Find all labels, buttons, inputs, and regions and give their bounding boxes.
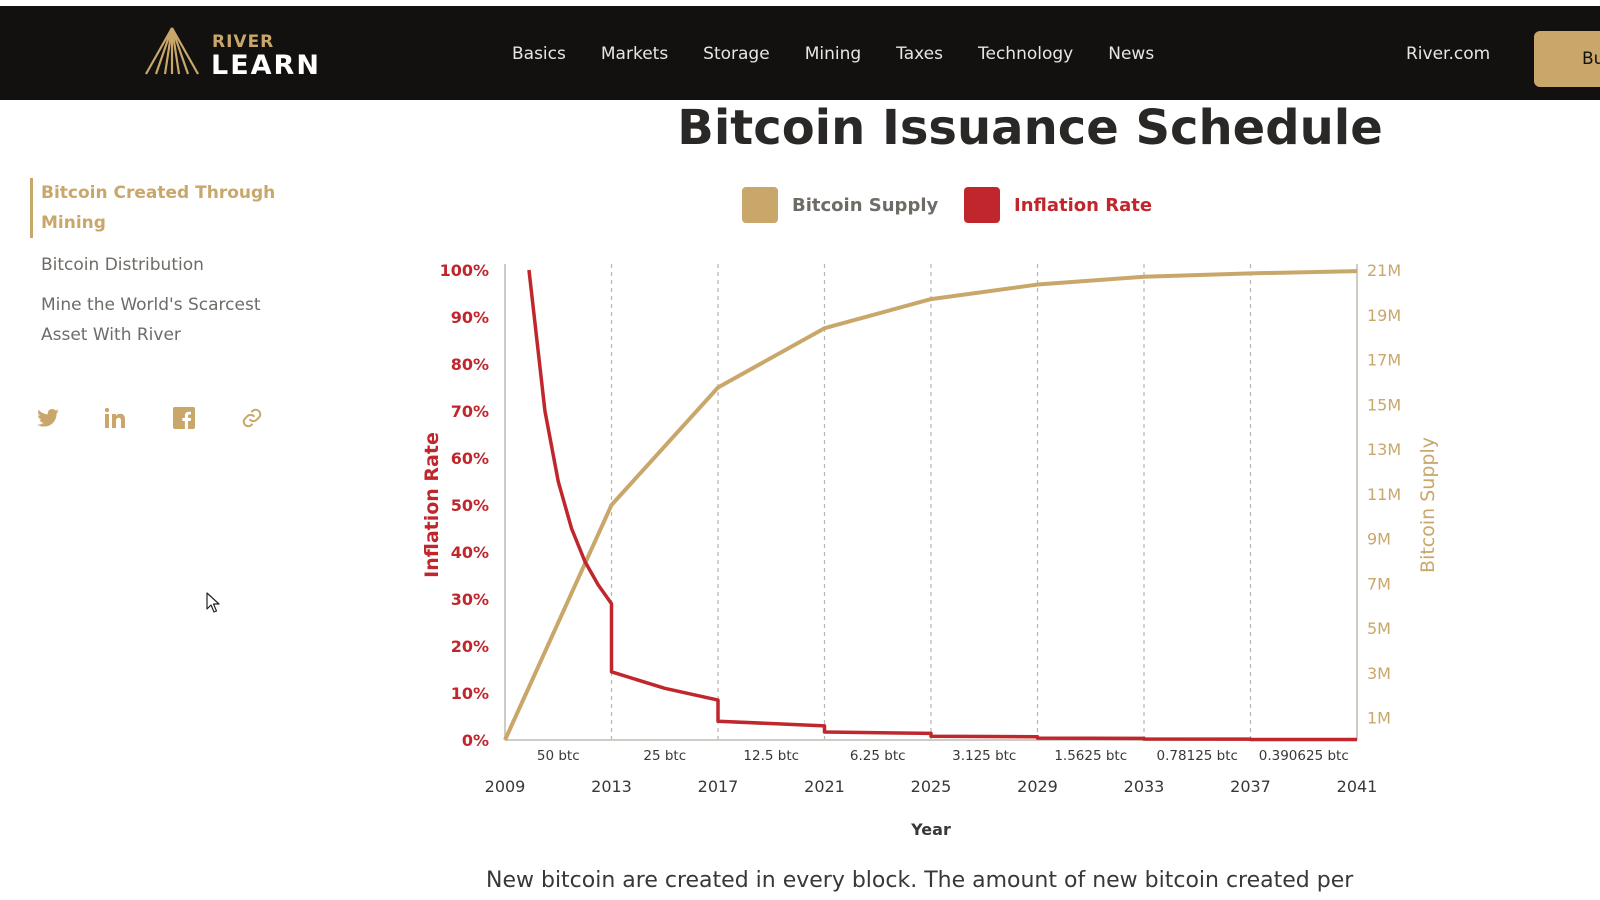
nav-technology[interactable]: Technology (978, 44, 1074, 64)
river-learn-logo[interactable]: RIVER LEARN (144, 26, 334, 82)
y-right-tick-label: 11M (1367, 485, 1401, 504)
chart-title: Bitcoin Issuance Schedule (677, 100, 1383, 156)
top-navbar: RIVER LEARN Basics Markets Storage Minin… (0, 6, 1600, 100)
twitter-icon[interactable] (34, 404, 62, 432)
x-tick-label: 2021 (804, 777, 845, 796)
y-left-axis-title: Inflation Rate (421, 432, 443, 578)
nav-news[interactable]: News (1108, 44, 1155, 64)
reward-label: 1.5625 btc (1054, 748, 1127, 764)
y-right-tick-label: 21M (1367, 261, 1401, 280)
nav-basics[interactable]: Basics (512, 44, 566, 64)
river-com-link[interactable]: River.com (1406, 44, 1491, 64)
x-tick-label: 2025 (911, 777, 952, 796)
reward-label: 3.125 btc (952, 748, 1016, 764)
y-left-tick-label: 50% (451, 496, 489, 515)
article-body-text: New bitcoin are created in every block. … (486, 868, 1354, 893)
y-left-tick-label: 20% (451, 637, 489, 656)
link-icon[interactable] (238, 404, 266, 432)
toc-item-mine[interactable]: Mine the World's Scarcest Asset With Riv… (41, 295, 261, 345)
nav-taxes[interactable]: Taxes (896, 44, 943, 64)
river-logo-icon (145, 27, 199, 75)
legend-item-inflation[interactable]: Inflation Rate (964, 186, 1152, 224)
y-right-tick-label: 7M (1367, 574, 1391, 593)
series-line-bitcoin-supply (503, 269, 1358, 741)
y-right-tick-label: 19M (1367, 306, 1401, 325)
y-right-tick-label: 13M (1367, 440, 1401, 459)
reward-label: 0.390625 btc (1259, 748, 1349, 764)
nav-markets[interactable]: Markets (600, 44, 669, 64)
logo-text-learn: LEARN (211, 50, 321, 81)
nav-mining[interactable]: Mining (804, 44, 862, 64)
toc-item-active[interactable]: Bitcoin Created Through Mining (30, 178, 290, 238)
y-right-tick-label: 15M (1367, 395, 1401, 414)
y-left-tick-label: 80% (451, 355, 489, 374)
buy-button[interactable]: Buy (1534, 31, 1600, 87)
mouse-cursor-icon (206, 592, 220, 613)
y-right-axis-title: Bitcoin Supply (1417, 437, 1439, 573)
reward-label: 6.25 btc (850, 748, 906, 764)
y-right-tick-label: 17M (1367, 351, 1401, 370)
y-left-tick-label: 70% (451, 402, 489, 421)
legend-label-supply: Bitcoin Supply (792, 194, 939, 216)
nav-storage[interactable]: Storage (703, 44, 770, 64)
x-tick-label: 2009 (485, 777, 526, 796)
reward-label: 50 btc (537, 748, 580, 764)
reward-label: 12.5 btc (743, 748, 799, 764)
x-axis-title: Year (910, 820, 951, 839)
legend-label-inflation: Inflation Rate (1014, 194, 1153, 216)
legend-swatch-supply (742, 187, 778, 223)
series-line-inflation-rate (527, 269, 1357, 742)
top-strip (0, 0, 1600, 6)
x-tick-label: 2037 (1230, 777, 1271, 796)
y-left-tick-label: 90% (451, 308, 489, 327)
x-tick-label: 2013 (591, 777, 632, 796)
y-left-tick-label: 10% (451, 684, 489, 703)
x-tick-label: 2033 (1124, 777, 1165, 796)
y-left-tick-label: 40% (451, 543, 489, 562)
article-sidebar: Bitcoin Created Through Mining Bitcoin D… (30, 178, 290, 350)
y-right-tick-label: 5M (1367, 619, 1391, 638)
y-right-tick-label: 3M (1367, 664, 1391, 683)
legend-swatch-inflation (964, 187, 1000, 223)
legend-item-supply[interactable]: Bitcoin Supply (742, 186, 938, 224)
x-tick-label: 2041 (1337, 777, 1378, 796)
x-tick-label: 2017 (698, 777, 739, 796)
reward-label: 0.78125 btc (1157, 748, 1238, 764)
y-left-tick-label: 0% (462, 731, 489, 750)
y-right-tick-label: 9M (1367, 530, 1391, 549)
facebook-icon[interactable] (170, 404, 198, 432)
social-share-bar (37, 404, 278, 432)
y-right-tick-label: 1M (1367, 709, 1391, 728)
main-nav: Basics Markets Storage Mining Taxes Tech… (512, 44, 1189, 64)
linkedin-icon[interactable] (101, 404, 129, 432)
toc-item-distribution[interactable]: Bitcoin Distribution (41, 255, 204, 275)
y-left-tick-label: 30% (451, 590, 489, 609)
y-left-tick-label: 100% (440, 261, 489, 280)
reward-label: 25 btc (643, 748, 686, 764)
logo-text-river: RIVER (212, 32, 275, 52)
y-left-tick-label: 60% (451, 449, 489, 468)
x-tick-label: 2029 (1017, 777, 1058, 796)
